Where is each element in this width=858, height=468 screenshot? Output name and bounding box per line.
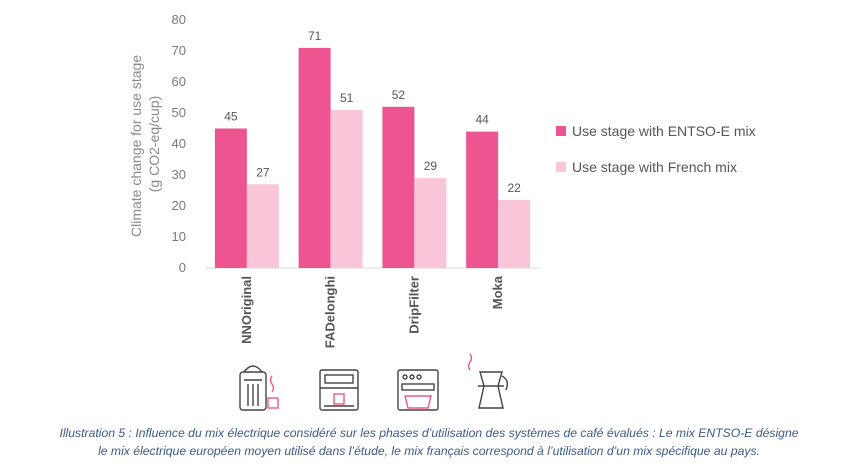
data-label: 52 [392,88,406,102]
legend: Use stage with ENTSO-E mix Use stage with… [556,123,756,175]
bar-moka-series-1 [466,131,499,268]
data-label: 45 [224,110,238,124]
drip-filter-machine-icon [397,369,439,411]
legend-entry: Use stage with French mix [572,159,737,175]
data-label: 22 [507,181,521,195]
y-tick-label: 60 [172,74,186,89]
data-label: 29 [424,159,438,173]
legend-swatch [556,126,566,136]
y-tick-label: 0 [179,260,186,275]
bar-nnoriginal-series-1 [214,128,247,268]
y-tick-label: 10 [172,229,186,244]
legend-entry: Use stage with ENTSO-E mix [572,123,756,139]
espresso-machine-icon [319,369,359,411]
y-axis-label-line2: (g CO2-eq/cup) [146,96,162,192]
data-label: 44 [475,113,489,127]
y-axis-label: Climate change for use stage (g CO2-eq/c… [128,51,162,237]
figure-caption: Illustration 5 : Influence du mix électr… [10,424,848,460]
y-axis-label-line1: Climate change for use stage [128,55,144,237]
bar-chart: 0 10 20 30 40 50 60 70 80 45 27 71 51 52 29 44 22 NNOri… [128,12,756,411]
category-label: Moka [490,275,505,309]
y-tick-label: 30 [172,167,186,182]
icons-row [239,353,509,411]
category-label: NNOriginal [239,276,254,344]
capsule-machine-icon [239,365,279,411]
data-label: 27 [256,165,270,179]
data-label: 71 [308,29,322,43]
y-tick-label: 20 [172,198,186,213]
data-label: 51 [340,91,354,105]
bar-dripfilter-series-1 [382,106,415,268]
y-tick-label: 50 [172,105,186,120]
bars: 45 27 71 51 52 29 44 22 [214,29,531,269]
moka-pot-icon [467,353,509,409]
bar-fadelonghi-series-2 [330,109,363,269]
category-label: DripFilter [406,276,421,334]
y-tick-label: 80 [172,12,186,27]
category-labels: NNOriginal FADelonghi DripFilter Moka [239,275,505,348]
bar-nnoriginal-series-2 [246,184,279,268]
caption-line2: le mix électrique européen moyen utilisé… [98,444,760,458]
caption-line1: Illustration 5 : Influence du mix électr… [59,426,799,440]
legend-swatch [556,162,566,172]
y-tick-label: 70 [172,43,186,58]
bar-moka-series-2 [498,199,531,268]
bar-dripfilter-series-2 [414,178,447,268]
category-label: FADelonghi [323,276,338,348]
y-tick-label: 40 [172,136,186,151]
bar-fadelonghi-series-1 [298,47,331,269]
